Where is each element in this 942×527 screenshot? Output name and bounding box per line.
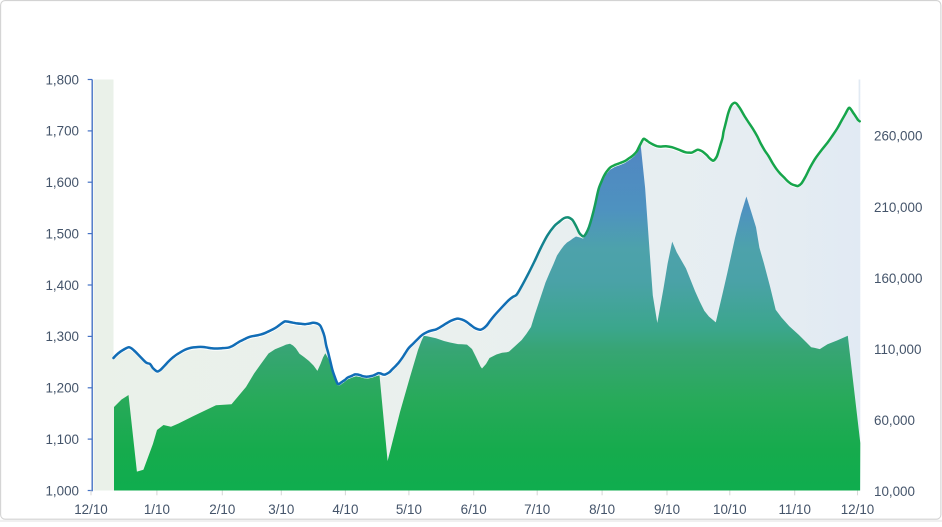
- svg-text:1,700: 1,700: [45, 124, 79, 139]
- svg-text:11/10: 11/10: [778, 502, 811, 517]
- svg-text:12/10: 12/10: [74, 502, 108, 517]
- svg-text:110,000: 110,000: [874, 342, 921, 357]
- svg-text:3/10: 3/10: [268, 502, 294, 517]
- svg-text:1,400: 1,400: [45, 278, 79, 293]
- svg-text:12/10: 12/10: [841, 502, 875, 517]
- svg-text:1,500: 1,500: [45, 226, 79, 241]
- svg-text:1,800: 1,800: [45, 72, 79, 87]
- svg-text:210,000: 210,000: [874, 200, 922, 215]
- svg-text:1,000: 1,000: [45, 483, 79, 498]
- svg-text:1,600: 1,600: [45, 175, 79, 190]
- svg-text:7/10: 7/10: [524, 502, 550, 517]
- svg-text:1,300: 1,300: [45, 329, 79, 344]
- svg-text:1/10: 1/10: [144, 502, 170, 517]
- svg-text:4/10: 4/10: [332, 502, 358, 517]
- svg-text:10,000: 10,000: [874, 484, 915, 499]
- svg-text:160,000: 160,000: [874, 271, 922, 286]
- svg-text:5/10: 5/10: [396, 502, 422, 517]
- svg-text:6/10: 6/10: [461, 502, 487, 517]
- svg-text:10/10: 10/10: [713, 502, 747, 517]
- svg-text:1,100: 1,100: [45, 432, 79, 447]
- svg-text:2/10: 2/10: [209, 502, 235, 517]
- svg-text:1,200: 1,200: [45, 381, 79, 396]
- svg-text:8/10: 8/10: [589, 502, 615, 517]
- svg-text:9/10: 9/10: [654, 502, 680, 517]
- svg-text:60,000: 60,000: [874, 413, 915, 428]
- svg-text:260,000: 260,000: [874, 129, 922, 144]
